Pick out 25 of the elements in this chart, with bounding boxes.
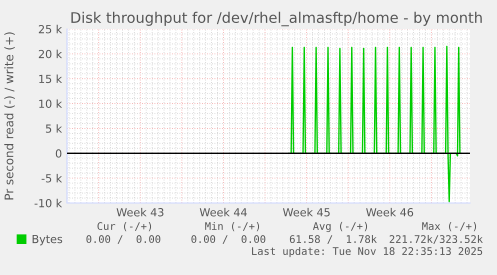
y-tick-label: -10 k (34, 198, 62, 208)
x-tick-label: Week 46 (366, 208, 414, 216)
y-tick-label: 15 k (39, 74, 62, 84)
text: Max (-/+) (422, 222, 476, 232)
text: 0.00 / 0.00 (86, 235, 160, 244)
chart-title: Disk throughput for /dev/rhel_almasftp/home - by month (71, 12, 482, 26)
text: Last update: Tue Nov 18 22:35:13 2025 (252, 246, 482, 258)
y-axis-title: Pr second read (-) / write (+) (4, 32, 15, 200)
text: 221.72k/323.52k (390, 234, 483, 244)
y-tick-label: 20 k (38, 50, 62, 58)
text: Min (-/+) (205, 222, 260, 232)
y-tick-label: 10 k (39, 99, 62, 108)
y-tick-label: 25 k (38, 24, 62, 34)
y-tick-label: 0 (56, 149, 62, 158)
text: 61.58 / 1.78k (290, 234, 377, 244)
line-series (288, 46, 461, 202)
x-tick-label: Week 43 (116, 208, 164, 216)
x-tick-label: Week 44 (200, 208, 247, 216)
y-tick-label: 5 k (46, 124, 62, 133)
text: Avg (-/+) (312, 222, 368, 232)
x-tick-label: Week 45 (282, 208, 330, 216)
text: Cur (-/+) (97, 222, 152, 232)
legend-label: Bytes (32, 234, 62, 246)
y-tick-label: -5 k (42, 174, 62, 183)
text: 0.00 / 0.00 (191, 235, 266, 244)
